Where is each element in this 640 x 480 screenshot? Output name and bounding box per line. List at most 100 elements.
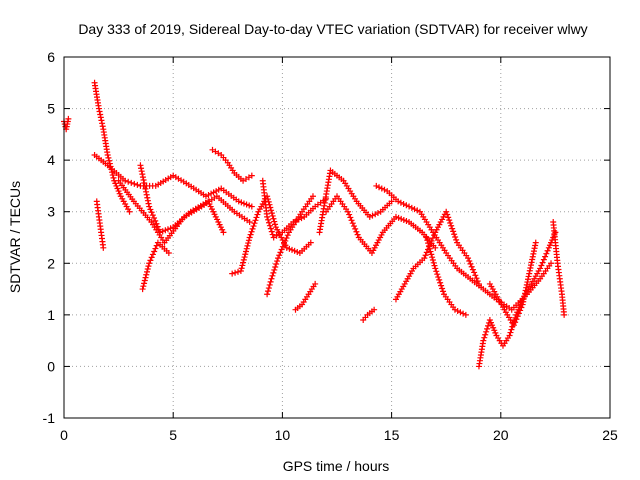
data-point-interp — [391, 216, 398, 223]
data-point-interp — [270, 215, 277, 222]
data-point-interp — [97, 114, 104, 121]
data-point-interp — [219, 226, 226, 233]
data-point-interp — [264, 288, 271, 295]
data-point-interp — [469, 266, 476, 273]
data-point-interp — [482, 331, 489, 338]
data-point-interp — [131, 180, 138, 187]
data-point-interp — [251, 220, 258, 227]
data-point-interp — [152, 245, 159, 252]
data-point — [146, 260, 153, 267]
data-point-interp — [423, 249, 430, 256]
data-point-interp — [97, 226, 104, 233]
data-point-interp — [460, 310, 467, 317]
data-point-interp — [434, 271, 441, 278]
data-point-interp — [558, 288, 565, 295]
data-point-interp — [139, 171, 146, 178]
series-arc-l — [292, 280, 319, 313]
data-point-interp — [245, 237, 252, 244]
data-point-interp — [267, 278, 274, 285]
data-point-interp — [422, 252, 429, 259]
data-point-interp — [454, 307, 461, 314]
data-point-interp — [232, 269, 239, 276]
data-point-interp — [308, 195, 315, 202]
data-point — [275, 255, 282, 262]
data-point-interp — [426, 245, 433, 252]
data-point-interp — [352, 225, 359, 232]
data-point-interp — [347, 214, 354, 221]
data-point-interp — [397, 199, 404, 206]
data-point-interp — [400, 216, 407, 223]
data-point-interp — [450, 304, 457, 311]
data-point-interp — [64, 118, 71, 125]
data-point-interp — [142, 185, 149, 192]
data-point-interp — [240, 259, 247, 266]
data-point-interp — [265, 285, 272, 292]
data-point-interp — [148, 254, 155, 261]
data-point-interp — [129, 196, 136, 203]
data-point-interp — [429, 257, 436, 264]
data-point-interp — [145, 200, 152, 207]
data-point-interp — [265, 216, 272, 223]
series-arc-r — [423, 234, 469, 318]
data-point-interp — [148, 209, 155, 216]
data-point-interp — [180, 178, 187, 185]
data-point-interp — [349, 220, 356, 227]
data-point-interp — [96, 108, 103, 115]
data-point-interp — [346, 211, 353, 218]
data-point-interp — [244, 217, 251, 224]
data-point-interp — [508, 326, 515, 333]
data-point-interp — [279, 243, 286, 250]
data-point-interp — [151, 215, 158, 222]
data-point-interp — [468, 263, 475, 270]
data-point-interp — [376, 184, 383, 191]
data-point-interp — [372, 211, 379, 218]
series-arc-b — [91, 79, 133, 215]
data-point-interp — [441, 247, 448, 254]
data-point-interp — [139, 174, 146, 181]
x-tick-label: 10 — [275, 427, 291, 443]
data-point-interp — [153, 242, 160, 249]
data-point-interp — [457, 309, 464, 316]
series-arc-h — [209, 146, 255, 184]
data-point-interp — [425, 240, 432, 247]
data-point-interp — [144, 197, 151, 204]
data-point — [406, 203, 413, 210]
data-point-interp — [237, 175, 244, 182]
data-point-interp — [266, 281, 273, 288]
data-point-interp — [222, 157, 229, 164]
x-tick-label: 25 — [602, 427, 618, 443]
data-point-interp — [427, 248, 434, 255]
data-point-interp — [538, 262, 545, 269]
data-point-interp — [305, 241, 312, 248]
data-point-interp — [297, 211, 304, 218]
data-point-interp — [453, 236, 460, 243]
data-point-interp — [452, 234, 459, 241]
data-point-interp — [411, 206, 418, 213]
data-point-interp — [429, 235, 436, 242]
data-point-interp — [99, 123, 106, 130]
data-point-interp — [483, 328, 490, 335]
data-point-interp — [381, 186, 388, 193]
data-point-interp — [268, 228, 275, 235]
data-point-interp — [494, 293, 501, 300]
data-point-interp — [140, 177, 147, 184]
series-arc-t — [486, 239, 539, 329]
data-point-interp — [450, 228, 457, 235]
data-point-interp — [245, 240, 252, 247]
data-point-interp — [542, 253, 549, 260]
data-point-interp — [348, 217, 355, 224]
data-point-interp — [544, 247, 551, 254]
data-point-interp — [560, 308, 567, 315]
data-point-interp — [109, 172, 116, 179]
data-point-interp — [438, 282, 445, 289]
data-point — [237, 268, 244, 275]
data-point-interp — [125, 178, 132, 185]
data-point-interp — [265, 219, 272, 226]
data-point-interp — [147, 257, 154, 264]
data-point-interp — [525, 273, 532, 280]
data-point-interp — [215, 186, 222, 193]
series-arc-a — [61, 115, 72, 133]
data-point-interp — [517, 307, 524, 314]
data-point-interp — [289, 246, 296, 253]
data-point-interp — [147, 206, 154, 213]
